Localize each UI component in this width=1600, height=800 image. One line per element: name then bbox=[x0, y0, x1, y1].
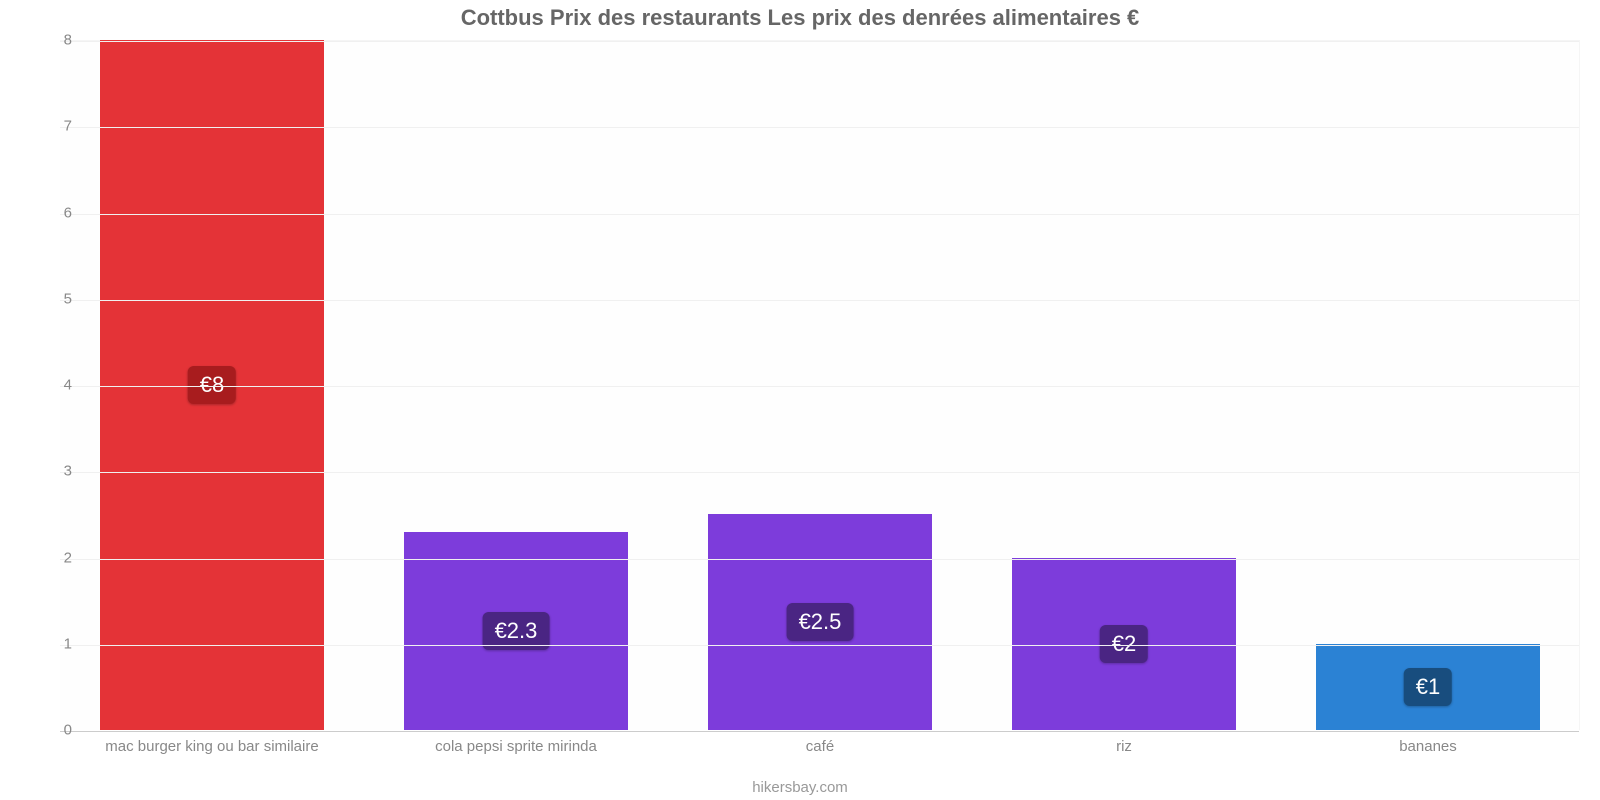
attribution-text: hikersbay.com bbox=[0, 779, 1600, 796]
y-tick-label: 4 bbox=[42, 377, 72, 394]
y-tick-label: 8 bbox=[42, 32, 72, 49]
gridline bbox=[60, 300, 1579, 301]
gridline bbox=[60, 645, 1579, 646]
gridline bbox=[60, 386, 1579, 387]
x-category-label: bananes bbox=[1399, 738, 1457, 755]
price-chart: Cottbus Prix des restaurants Les prix de… bbox=[0, 0, 1600, 800]
gridline bbox=[60, 41, 1579, 42]
y-tick-label: 7 bbox=[42, 118, 72, 135]
y-tick-label: 5 bbox=[42, 290, 72, 307]
x-category-label: cola pepsi sprite mirinda bbox=[435, 738, 597, 755]
x-category-label: café bbox=[806, 738, 834, 755]
y-tick-label: 3 bbox=[42, 463, 72, 480]
gridline bbox=[60, 127, 1579, 128]
bar-value-badge: €1 bbox=[1404, 668, 1452, 706]
x-category-label: riz bbox=[1116, 738, 1132, 755]
baseline bbox=[60, 731, 1579, 732]
x-category-label: mac burger king ou bar similaire bbox=[105, 738, 318, 755]
bar-value-badge: €8 bbox=[188, 366, 236, 404]
bar-value-badge: €2.5 bbox=[787, 603, 854, 641]
y-tick-label: 6 bbox=[42, 204, 72, 221]
chart-title: Cottbus Prix des restaurants Les prix de… bbox=[0, 5, 1600, 31]
gridline bbox=[60, 214, 1579, 215]
y-tick-label: 2 bbox=[42, 549, 72, 566]
y-tick-label: 1 bbox=[42, 635, 72, 652]
gridline bbox=[60, 472, 1579, 473]
plot-area: €8mac burger king ou bar similaire€2.3co… bbox=[60, 40, 1580, 730]
bar-value-badge: €2 bbox=[1100, 625, 1148, 663]
gridline bbox=[60, 559, 1579, 560]
y-tick-label: 0 bbox=[42, 722, 72, 739]
